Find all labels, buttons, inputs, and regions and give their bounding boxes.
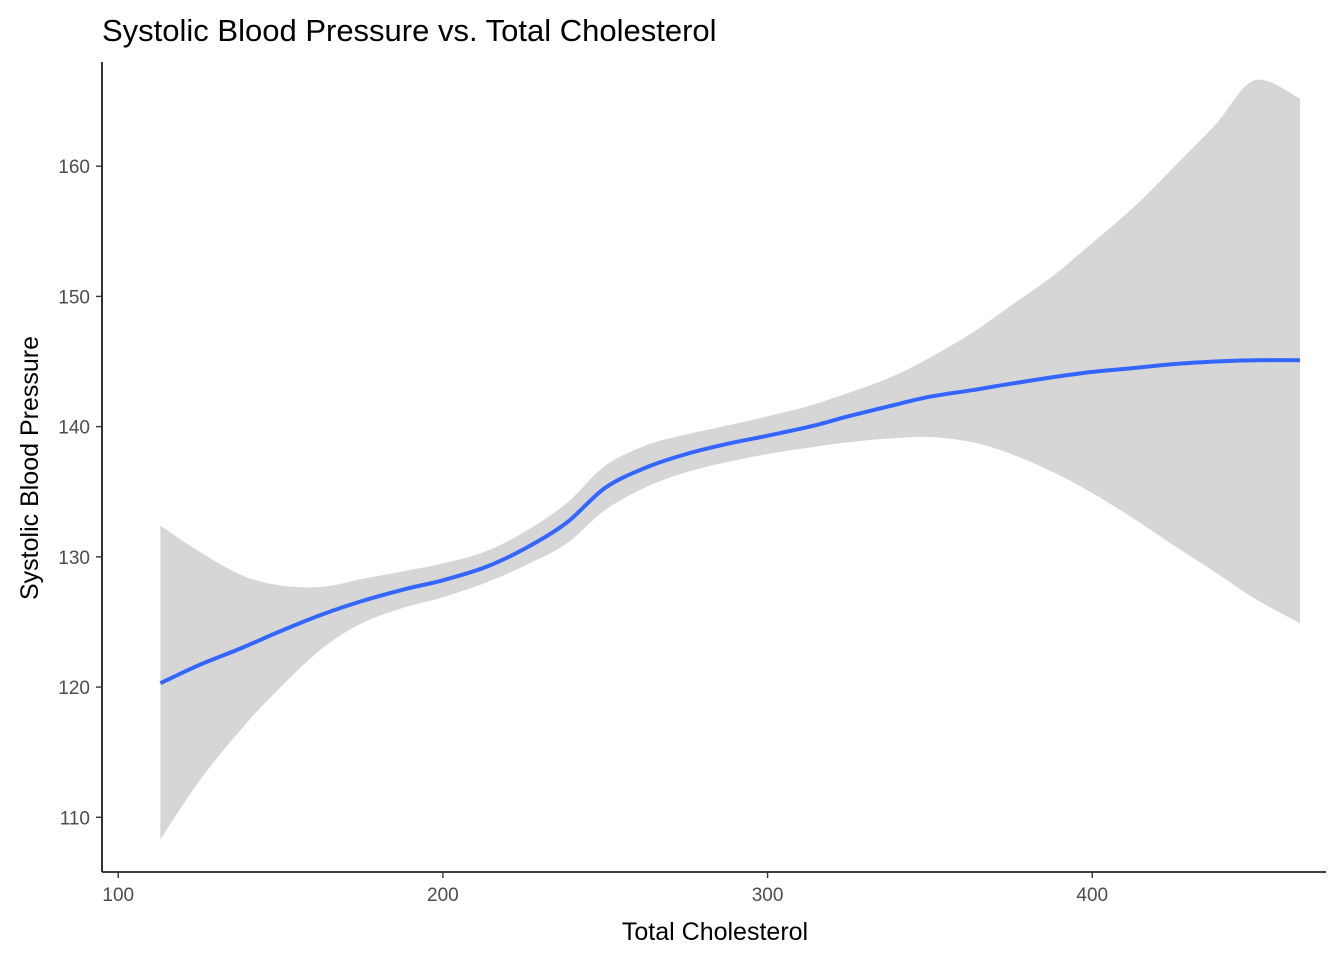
y-tick-label: 130 [58,548,90,569]
y-tick-label: 140 [58,418,90,439]
x-axis-title: Total Cholesterol [622,918,808,946]
x-tick-label: 200 [427,885,459,906]
x-tick-label: 100 [102,885,134,906]
y-axis-title: Systolic Blood Pressure [16,336,44,600]
x-tick-label: 400 [1076,885,1108,906]
confidence-ribbon [160,79,1300,840]
y-tick-label: 110 [60,808,90,829]
plot-area [159,79,1301,840]
y-tick-label: 150 [58,287,90,308]
y-tick-label: 120 [58,678,90,699]
x-tick-label: 300 [752,885,784,906]
x-axis-ticks: 100 200 300 400 [102,872,1108,906]
y-axis-ticks: 110 120 130 140 150 160 [58,157,102,829]
y-tick-label: 160 [58,157,90,178]
chart-title: Systolic Blood Pressure vs. Total Choles… [102,13,717,48]
smooth-line [159,358,1301,686]
